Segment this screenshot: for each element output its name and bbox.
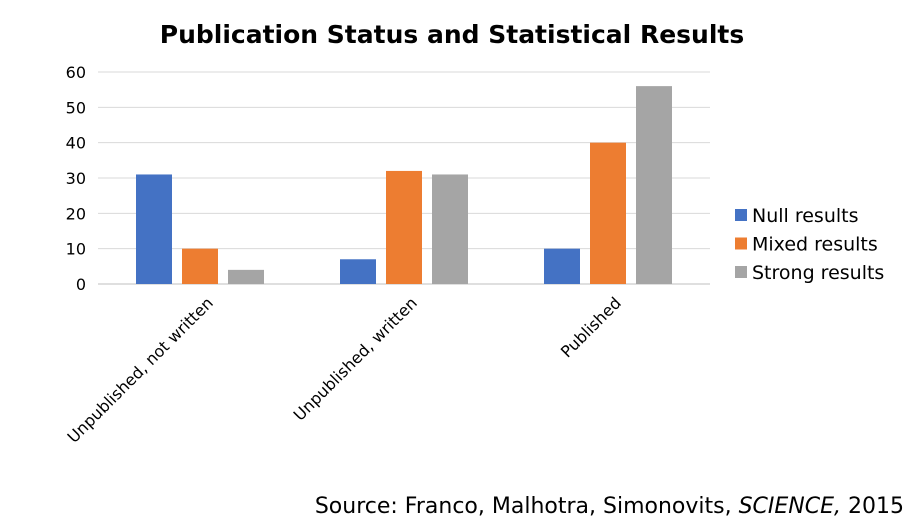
bar [590,142,626,284]
category-label: Published [557,293,625,361]
legend: Null results Mixed results Strong results [735,205,884,284]
y-tick-label: 30 [66,169,86,188]
source-citation: Source: Franco, Malhotra, Simonovits, SC… [315,494,904,519]
bar [182,248,218,284]
legend-swatch [735,237,747,250]
legend-swatch [735,209,747,221]
source-prefix: Source: Franco, Malhotra, Simonovits, [314,494,739,519]
y-tick-label: 0 [76,275,86,294]
bar [340,259,376,284]
bar [636,86,672,284]
y-tick-label: 60 [66,63,86,82]
bar [228,269,264,284]
source-journal: SCIENCE, [738,494,842,519]
category-label: Unpublished, written [290,293,421,424]
x-axis-categories: Unpublished, not written Unpublished, wri… [64,293,625,446]
y-tick-label: 40 [66,134,86,153]
y-axis-ticks: 0 10 20 30 40 50 60 [66,63,86,294]
legend-label: Mixed results [752,234,878,256]
legend-label: Strong results [752,262,884,284]
category-label: Unpublished, not written [64,293,217,446]
y-tick-label: 50 [66,98,86,117]
y-tick-label: 20 [66,204,86,223]
bars [136,86,672,284]
bar [432,174,468,284]
bar [136,174,172,284]
bar [544,248,580,284]
legend-swatch [735,266,747,278]
bar [386,170,422,284]
y-tick-label: 10 [66,240,86,259]
legend-label: Null results [752,205,859,227]
chart-title: Publication Status and Statistical Resul… [159,20,745,49]
source-year: 2015 [841,494,904,519]
